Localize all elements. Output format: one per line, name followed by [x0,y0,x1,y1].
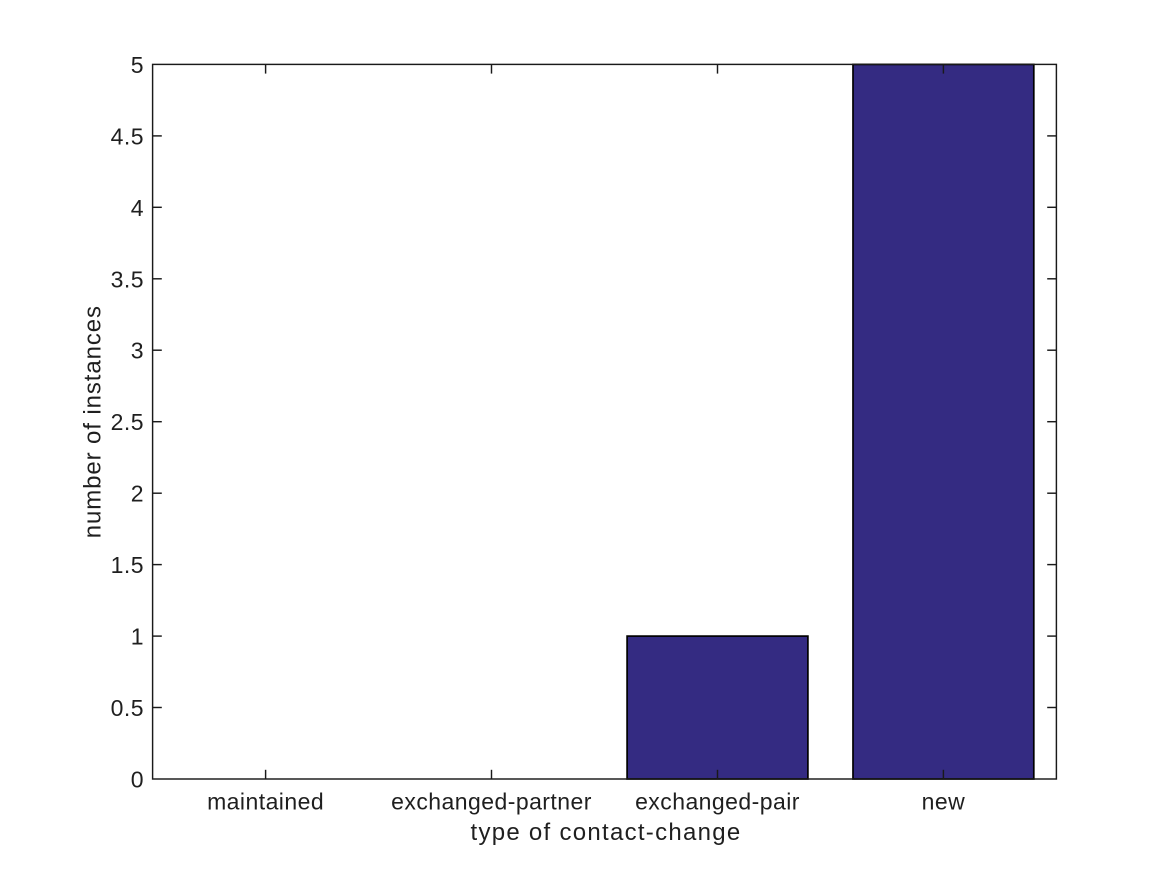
svg-text:1: 1 [131,624,144,650]
svg-text:2: 2 [131,481,144,507]
svg-text:3: 3 [131,338,144,364]
svg-text:exchanged-partner: exchanged-partner [391,789,592,815]
svg-text:5: 5 [131,52,144,78]
svg-text:new: new [922,789,966,815]
svg-text:0: 0 [131,767,144,793]
svg-text:maintained: maintained [207,789,324,815]
svg-text:2.5: 2.5 [111,409,144,435]
svg-text:1.5: 1.5 [111,552,144,578]
svg-text:4.5: 4.5 [111,123,144,149]
svg-text:type of contact-change: type of contact-change [471,819,742,846]
svg-text:4: 4 [131,195,144,221]
svg-text:3.5: 3.5 [111,266,144,292]
svg-text:exchanged-pair: exchanged-pair [635,789,800,815]
svg-text:0.5: 0.5 [111,695,144,721]
svg-text:number of instances: number of instances [79,305,106,538]
